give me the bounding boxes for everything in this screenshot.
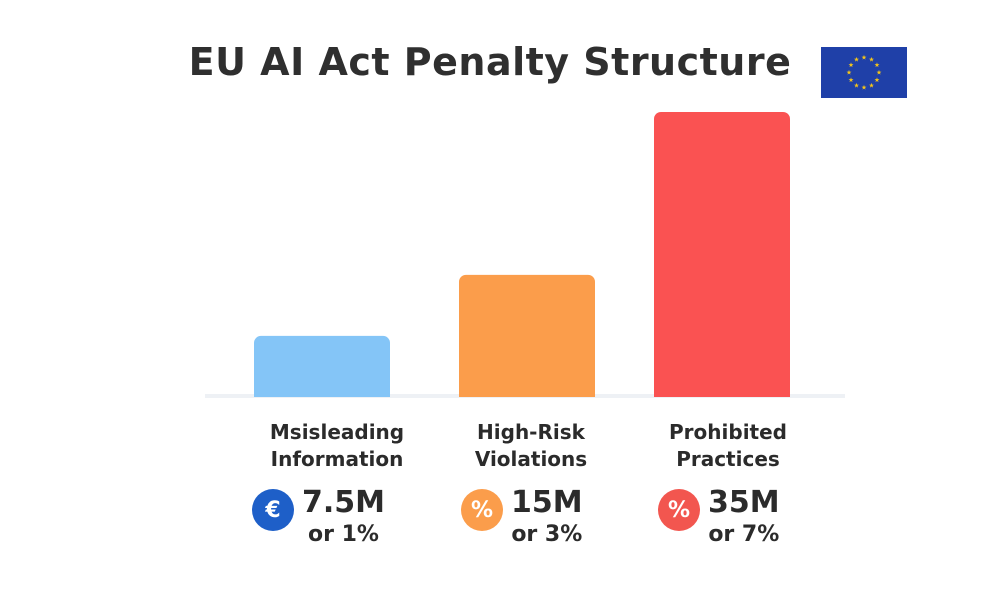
flag-star-icon bbox=[861, 84, 867, 90]
flag-star-icon bbox=[874, 62, 880, 68]
bar-base bbox=[459, 389, 595, 397]
category-label-line: Msisleading bbox=[269, 420, 405, 444]
flag-star-icon bbox=[848, 62, 854, 68]
euro-icon: € bbox=[252, 489, 294, 531]
flag-star-icon bbox=[876, 69, 882, 75]
penalty-misleading-information: € 7.5M or 1% bbox=[252, 487, 385, 547]
penalty-percent: or 3% bbox=[511, 522, 583, 547]
flag-star-icon bbox=[854, 82, 859, 88]
category-label-line: High-Risk bbox=[477, 420, 585, 444]
bar-base bbox=[654, 389, 790, 397]
bar-high-risk-violations bbox=[459, 274, 595, 397]
penalty-prohibited-practices: % 35M or 7% bbox=[658, 487, 780, 547]
penalty-amount: 7.5M bbox=[302, 485, 385, 520]
flag-star-icon bbox=[874, 77, 880, 83]
bar-prohibited-practices bbox=[654, 112, 790, 397]
flag-star-icon bbox=[861, 54, 867, 60]
category-label-high-risk-violations: High-Risk Violations bbox=[431, 419, 631, 473]
flag-star-icon bbox=[848, 77, 854, 83]
bar-msisleading-information bbox=[254, 335, 390, 397]
penalty-percent: or 7% bbox=[708, 522, 780, 547]
eu-flag-icon bbox=[821, 47, 907, 98]
penalty-amount: 15M bbox=[511, 485, 583, 520]
category-label-line: Prohibited bbox=[669, 420, 787, 444]
eu-flag-stars bbox=[846, 54, 882, 90]
penalty-amount: 35M bbox=[708, 485, 780, 520]
category-label-line: Information bbox=[270, 447, 404, 471]
category-label-line: Violations bbox=[474, 447, 588, 471]
chart-title: EU AI Act Penalty Structure bbox=[188, 40, 792, 84]
flag-star-icon bbox=[869, 56, 874, 62]
penalty-high-risk-violations: % 15M or 3% bbox=[461, 487, 583, 547]
category-label-misleading-information: Msisleading Information bbox=[237, 419, 437, 473]
bar-base bbox=[254, 389, 390, 397]
penalty-percent: or 1% bbox=[308, 522, 379, 547]
flag-star-icon bbox=[869, 82, 874, 88]
flag-star-icon bbox=[854, 56, 859, 62]
category-label-line: Practices bbox=[676, 447, 780, 471]
category-label-prohibited-practices: Prohibited Practices bbox=[628, 419, 828, 473]
percent-icon: % bbox=[658, 489, 700, 531]
percent-icon: % bbox=[461, 489, 503, 531]
flag-star-icon bbox=[846, 69, 852, 75]
